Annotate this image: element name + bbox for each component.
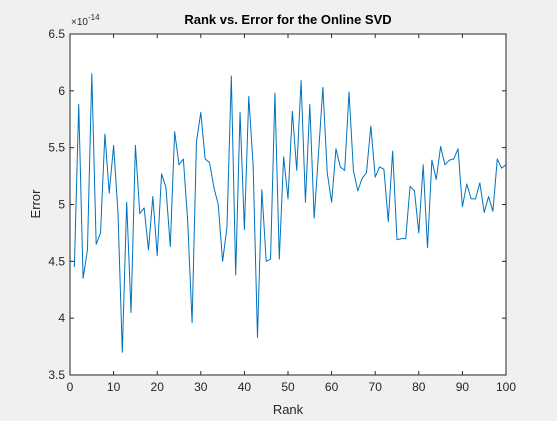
y-tick-label: 5 <box>58 198 65 212</box>
y-tick-label: 5.5 <box>48 141 65 155</box>
x-tick-label: 70 <box>369 380 383 394</box>
x-axis-label: Rank <box>273 402 304 417</box>
x-tick-label: 0 <box>67 380 74 394</box>
chart-title: Rank vs. Error for the Online SVD <box>184 12 391 27</box>
y-tick-label: 6 <box>58 84 65 98</box>
x-tick-label: 80 <box>412 380 426 394</box>
exponent-base: ×10 <box>71 17 88 28</box>
x-tick-label: 20 <box>151 380 165 394</box>
y-tick-label: 3.5 <box>48 368 65 382</box>
y-axis-label: Error <box>28 189 43 219</box>
exponent-power: -14 <box>88 13 100 22</box>
svg-text:×10-14: ×10-14 <box>71 13 100 28</box>
x-tick-label: 40 <box>238 380 252 394</box>
y-axis-exponent: ×10-14 <box>71 13 100 28</box>
y-tick-label: 4.5 <box>48 254 65 268</box>
y-axis-ticks: 3.5 4 4.5 5 5.5 6 6.5 <box>48 27 506 382</box>
y-tick-label: 6.5 <box>48 27 65 41</box>
x-tick-label: 100 <box>496 380 516 394</box>
x-tick-label: 10 <box>107 380 121 394</box>
x-tick-label: 30 <box>194 380 208 394</box>
x-tick-label: 60 <box>325 380 339 394</box>
series-line <box>73 73 507 353</box>
plot-area <box>69 33 507 376</box>
y-tick-label: 4 <box>58 311 65 325</box>
x-tick-label: 50 <box>281 380 295 394</box>
x-tick-label: 90 <box>456 380 470 394</box>
x-axis-ticks: 0 10 20 30 40 50 60 70 80 90 100 <box>67 34 516 394</box>
